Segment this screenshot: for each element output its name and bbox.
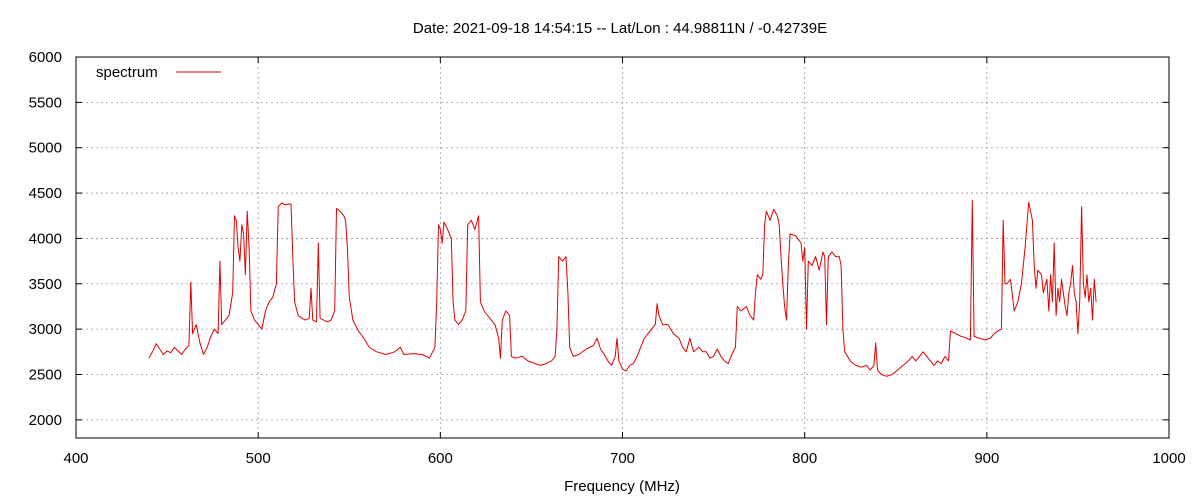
- series-layer: [148, 199, 1097, 377]
- y-tick-label: 5000: [29, 140, 62, 157]
- y-tick-label: 4500: [29, 185, 62, 202]
- y-tick-label: 3000: [29, 321, 62, 338]
- x-axis-label: Frequency (MHz): [564, 478, 680, 495]
- x-tick-label: 500: [246, 450, 271, 467]
- y-tick-label: 2500: [29, 367, 62, 384]
- y-tick-label: 5500: [29, 94, 62, 111]
- y-tick-label: 3500: [29, 276, 62, 293]
- x-tick-label: 400: [63, 450, 88, 467]
- x-tick-label: 700: [610, 450, 635, 467]
- ticks: 400 500 600 700 800 900 1000 2000 2500 3000 3500 40…: [29, 49, 1186, 467]
- chart-title: Date: 2021-09-18 14:54:15 -- Lat/Lon : 4…: [413, 20, 827, 37]
- plot-frame: [75, 56, 1170, 439]
- legend-label: spectrum: [96, 64, 158, 81]
- y-tick-label: 4000: [29, 230, 62, 247]
- series-line-spectrum: [148, 199, 1097, 377]
- x-tick-label: 600: [428, 450, 453, 467]
- x-tick-label: 800: [792, 450, 817, 467]
- x-tick-label: 1000: [1152, 450, 1185, 467]
- y-tick-label: 6000: [29, 49, 62, 66]
- legend: spectrum: [96, 64, 221, 81]
- y-tick-label: 2000: [29, 412, 62, 429]
- x-tick-label: 900: [974, 450, 999, 467]
